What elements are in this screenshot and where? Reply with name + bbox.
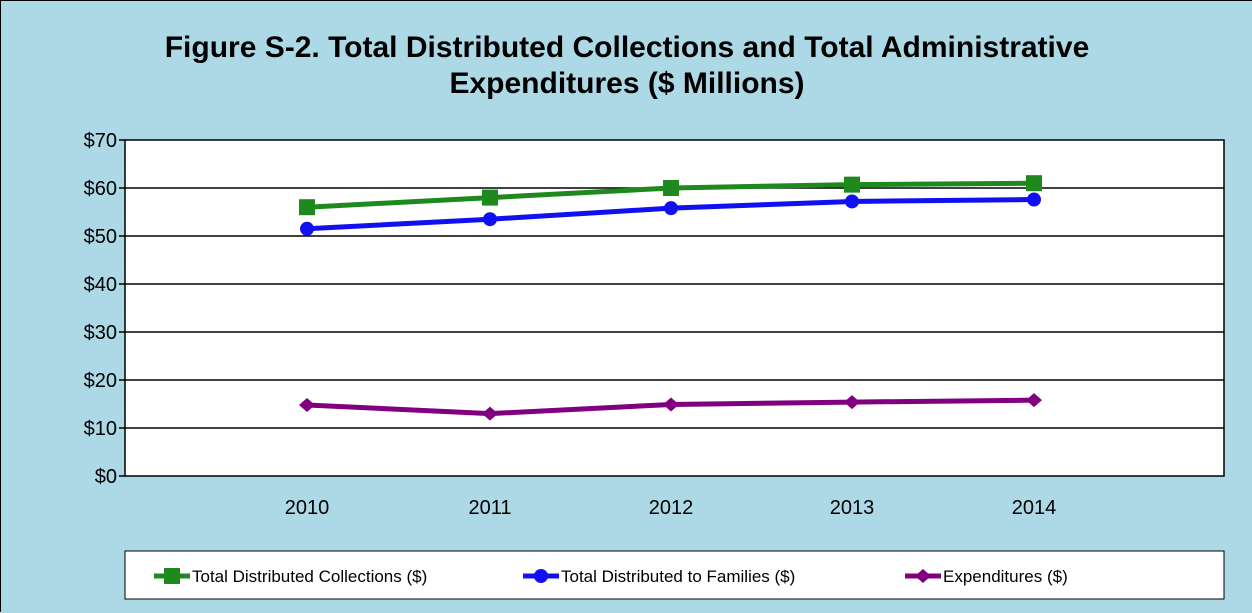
x-tick-label: 2011 [468,497,511,519]
legend-box [124,550,1225,600]
data-point [663,180,679,196]
legend-swatch-marker [915,569,931,583]
series-3 [299,393,1042,421]
y-tick-label: $40 [84,274,117,296]
chart-title-line-2: Expenditures ($ Millions) [449,67,804,100]
legend-swatch-marker [164,568,180,584]
data-point [299,397,315,412]
y-tick-label: $0 [95,466,117,488]
x-tick-label: 2013 [830,497,875,519]
data-point [483,212,497,227]
y-tick-label: $70 [84,130,117,152]
legend: Total Distributed Collections ($) Total D… [154,567,1068,586]
series-2 [300,192,1041,236]
data-point [663,397,679,412]
x-tick-label: 2012 [649,497,694,519]
chart-title-line-1: Figure S-2. Total Distributed Collection… [165,31,1090,64]
y-tick-label: $30 [84,322,117,344]
legend-item: Expenditures ($) [905,567,1068,586]
legend-swatch-marker [534,569,548,583]
data-point [845,194,859,209]
y-tick-label: $20 [84,370,117,392]
x-tick-label: 2010 [285,497,330,519]
data-point [844,176,860,193]
data-point [1026,175,1042,192]
legend-label: Expenditures ($) [943,567,1068,586]
legend-item: Total Distributed Collections ($) [154,567,427,586]
x-axis-ticks: 2010 2011 2012 2013 2014 [285,497,1057,519]
data-point [664,201,678,216]
data-point [1027,192,1041,207]
data-point [1026,393,1042,408]
series-1 [299,175,1042,216]
data-point [300,221,314,236]
y-axis-ticks: $0 $10 $20 $30 $40 $50 $60 $70 [84,130,125,488]
y-tick-label: $10 [84,418,117,440]
legend-item: Total Distributed to Families ($) [523,567,795,586]
legend-label: Total Distributed Collections ($) [192,567,427,586]
y-tick-label: $50 [84,226,117,248]
legend-label: Total Distributed to Families ($) [561,567,795,586]
data-point [482,189,498,206]
y-tick-label: $60 [84,178,117,200]
data-point [482,406,498,421]
data-point [299,199,315,216]
x-tick-label: 2014 [1012,497,1057,519]
series-layer [299,175,1042,421]
data-point [844,395,860,410]
